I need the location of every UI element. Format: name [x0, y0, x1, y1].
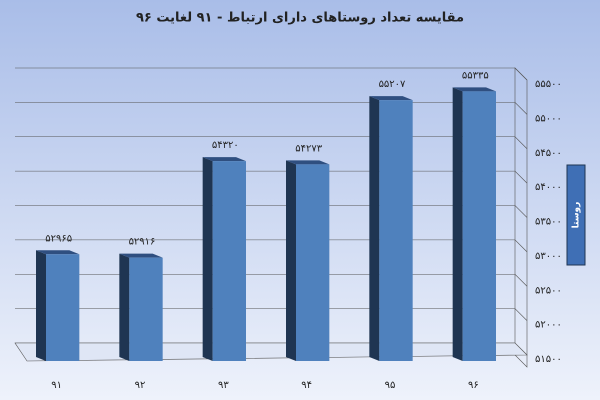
y-tick-label: ۵۵۵۰۰ [535, 79, 562, 90]
grid-line [15, 170, 528, 184]
bar-top [286, 160, 330, 165]
bar [129, 257, 163, 361]
y-tick-label: ۵۵۰۰۰ [535, 113, 562, 124]
grid-line [15, 67, 528, 81]
bar-top [202, 157, 246, 162]
value-label: ۵۴۳۲۰ [212, 140, 239, 151]
value-label: ۵۵۳۳۵ [462, 70, 489, 81]
y-tick-label: ۵۱۵۰۰ [535, 354, 562, 365]
bar-top [452, 87, 496, 92]
x-tick-label: ۹۱ [51, 380, 62, 391]
bar [379, 100, 413, 362]
y-tick-label: ۵۳۰۰۰ [535, 251, 562, 262]
grid-line [15, 239, 528, 253]
bar [212, 161, 246, 361]
bar [296, 164, 330, 361]
grid-line [15, 205, 528, 218]
y-tick-label: ۵۲۵۰۰ [535, 285, 562, 296]
value-label: ۵۴۲۷۳ [295, 143, 322, 154]
bar-side [286, 160, 296, 361]
value-label: ۵۲۹۶۵ [45, 233, 72, 244]
y-tick-label: ۵۴۰۰۰ [535, 182, 562, 193]
x-tick-label: ۹۴ [301, 380, 312, 391]
y-axis-label: روستا [572, 202, 582, 229]
bar-top [36, 250, 80, 255]
bar [462, 91, 496, 361]
bar-side [119, 253, 130, 361]
grid-line [15, 102, 528, 115]
grid-line [15, 136, 528, 149]
bar-side [202, 157, 213, 361]
x-tick-label: ۹۵ [385, 380, 396, 391]
bar-side [452, 87, 463, 361]
x-tick-label: ۹۲ [135, 380, 146, 391]
chart-title: مقایسه تعداد روستاهای دارای ارتباط - ۹۱ … [136, 11, 464, 26]
value-label: ۵۲۹۱۶ [129, 237, 156, 248]
x-tick-label: ۹۶ [468, 380, 479, 391]
value-label: ۵۵۲۰۷ [379, 79, 406, 90]
grid-line [15, 308, 528, 321]
bar-top [369, 96, 413, 101]
bar-side [36, 250, 46, 361]
y-tick-label: ۵۲۰۰۰ [535, 320, 562, 331]
y-tick-label: ۵۴۵۰۰ [535, 148, 562, 159]
bar-top [119, 253, 163, 258]
y-tick-label: ۵۳۵۰۰ [535, 217, 562, 228]
grid-line [15, 273, 528, 287]
bar [46, 254, 80, 361]
bar-side [369, 96, 380, 362]
x-tick-label: ۹۳ [218, 380, 229, 391]
y-label-box [566, 164, 586, 266]
